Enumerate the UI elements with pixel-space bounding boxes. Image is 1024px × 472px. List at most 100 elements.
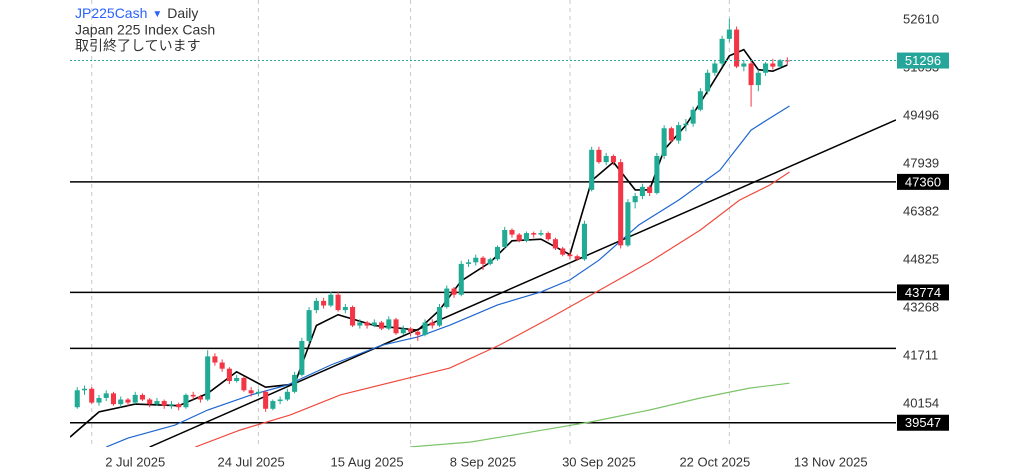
candle-body xyxy=(154,401,160,405)
candle-body xyxy=(313,300,319,311)
grid xyxy=(91,0,730,447)
y-tick-label: 41711 xyxy=(903,347,938,362)
candle-body xyxy=(487,259,493,264)
candle-body xyxy=(451,288,457,295)
candle-body xyxy=(741,63,747,67)
candle-body xyxy=(234,377,240,382)
candle-body xyxy=(465,262,472,264)
level-label-box xyxy=(897,414,949,431)
candle-body xyxy=(408,328,414,332)
candle-body xyxy=(581,223,587,260)
candle-body xyxy=(342,307,348,311)
candle-body xyxy=(81,388,88,391)
x-tick-label: 24 Jul 2025 xyxy=(218,454,285,469)
candle-body xyxy=(596,149,602,163)
y-tick-label: 43268 xyxy=(903,299,939,314)
candle-body xyxy=(719,38,725,64)
description: Japan 225 Index Cash xyxy=(75,22,215,38)
candle-body xyxy=(147,399,153,405)
y-tick-label: 44825 xyxy=(903,251,939,266)
moving-average xyxy=(409,382,790,447)
candle-body xyxy=(639,186,645,197)
candle-body xyxy=(654,155,660,193)
y-tick-label: 46382 xyxy=(903,203,939,218)
candle-body xyxy=(473,257,479,263)
candle-body xyxy=(523,233,530,241)
candle-body xyxy=(350,307,356,326)
x-tick-label: 13 Nov 2025 xyxy=(794,454,868,469)
candle-body xyxy=(89,388,95,403)
candle-body xyxy=(415,331,421,335)
candle-body xyxy=(625,202,631,246)
level-label: 47360 xyxy=(905,174,941,189)
symbol[interactable]: JP225Cash xyxy=(75,5,147,21)
y-tick-label: 52610 xyxy=(903,11,939,26)
dropdown-icon[interactable]: ▼ xyxy=(152,9,162,20)
candle-body xyxy=(139,394,145,400)
candle-body xyxy=(763,63,769,73)
plot-area xyxy=(70,18,896,447)
candle-body xyxy=(610,155,616,163)
candle-body xyxy=(74,390,80,408)
candle-body xyxy=(712,63,718,73)
candle-body xyxy=(603,155,609,163)
candle-body xyxy=(444,288,450,308)
candle-body xyxy=(502,229,508,247)
candle-body xyxy=(734,29,740,67)
level-label-box xyxy=(897,173,949,190)
candle-body xyxy=(306,310,312,341)
candle-body xyxy=(589,149,595,190)
candle-body xyxy=(480,257,486,264)
candle-body xyxy=(668,128,674,141)
candle-body xyxy=(103,393,109,398)
last-price-label: 51296 xyxy=(905,53,941,68)
level-label-box xyxy=(897,284,949,301)
x-tick-label: 30 Sep 2025 xyxy=(562,454,636,469)
candle-body xyxy=(531,233,537,235)
level-label: 39547 xyxy=(905,415,941,430)
candle-body xyxy=(364,322,370,326)
candle-body xyxy=(683,123,689,126)
candle-body xyxy=(632,196,638,203)
x-tick-label: 8 Sep 2025 xyxy=(450,454,517,469)
candle-body xyxy=(697,91,703,110)
candle-body xyxy=(168,404,174,406)
candle-body xyxy=(255,391,261,394)
candle-body xyxy=(357,322,363,326)
candle-body xyxy=(676,125,682,141)
candle-body xyxy=(458,263,464,295)
candle-body xyxy=(574,256,580,260)
header-line: JP225Cash ▼ Daily xyxy=(75,5,198,21)
market-status: 取引終了しています xyxy=(75,38,201,54)
candle-body xyxy=(647,186,653,193)
candle-body xyxy=(118,399,124,405)
candle-body xyxy=(371,322,377,326)
candle-body xyxy=(770,63,776,67)
x-tick-label: 15 Aug 2025 xyxy=(331,454,404,469)
candle-body xyxy=(197,396,203,400)
candle-body xyxy=(705,72,711,92)
candle-body xyxy=(335,294,341,311)
candle-body xyxy=(618,162,624,246)
candle-body xyxy=(748,63,754,86)
candle-body xyxy=(545,233,551,240)
candle-body xyxy=(552,239,558,249)
candle-body xyxy=(190,394,196,397)
candle-body xyxy=(183,394,189,408)
candle-body xyxy=(205,356,211,400)
candle-body xyxy=(299,340,305,375)
candle-body xyxy=(219,362,225,369)
candle-body xyxy=(755,72,761,86)
candle-body xyxy=(379,322,385,329)
axes: 2 Jul 2025 24 Jul 2025 15 Aug 2025 8 Sep 20… xyxy=(105,11,949,469)
candle-body xyxy=(263,391,269,409)
candle-body xyxy=(241,377,247,391)
candle-body xyxy=(538,233,544,235)
candle-body xyxy=(277,399,283,402)
candle-body xyxy=(494,246,501,260)
y-tick-label: 49496 xyxy=(903,107,939,122)
candle-body xyxy=(292,374,298,392)
y-tick-label: 47939 xyxy=(903,155,939,170)
interval[interactable]: Daily xyxy=(167,5,198,21)
